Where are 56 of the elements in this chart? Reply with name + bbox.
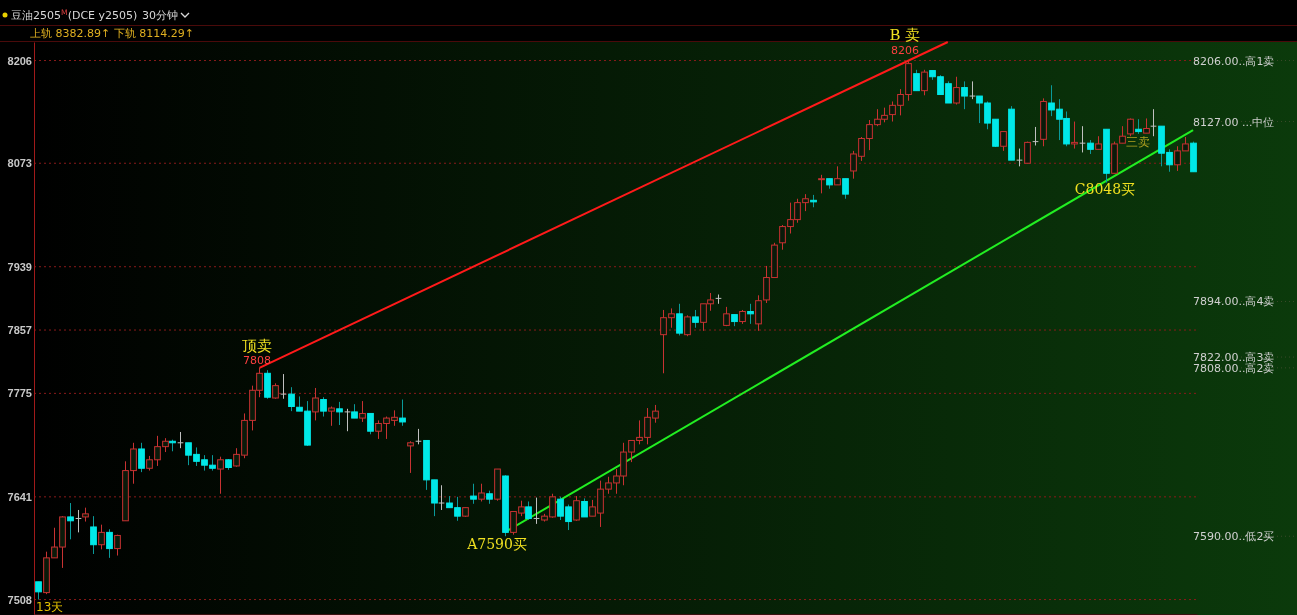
y-tick-label: 8073 <box>7 157 32 170</box>
candlestick <box>217 456 224 495</box>
ref-line-label: 7590.00..低2买 <box>1193 530 1275 544</box>
annotation: A7590买 <box>466 536 527 552</box>
candlestick <box>328 406 335 427</box>
candlestick <box>280 373 287 400</box>
y-tick-label: 7857 <box>7 324 32 337</box>
candlestick <box>581 497 588 518</box>
annotation: 7808 <box>243 354 271 367</box>
annotation: 8206 <box>891 44 919 57</box>
candlestick <box>818 174 825 194</box>
candlestick <box>320 396 327 418</box>
candlestick <box>525 500 532 521</box>
candlestick <box>438 484 445 511</box>
candlestick <box>106 528 113 559</box>
candlestick <box>336 401 343 426</box>
chart-subtitle: 30分钟 <box>142 9 178 22</box>
candlestick <box>961 80 968 110</box>
annotation: 顶卖 <box>242 337 272 355</box>
text: 上轨 8382.89↑ 下轨 8114.29↑ <box>30 27 194 40</box>
candlestick <box>399 399 406 427</box>
candlestick <box>684 314 691 337</box>
candlestick <box>921 69 928 96</box>
ref-line-label: 8127.00 ...中位 <box>1193 115 1275 129</box>
candlestick <box>1071 121 1078 150</box>
y-tick-label: 8206 <box>7 54 32 67</box>
candlestick <box>344 408 351 432</box>
ref-line-label: 7894.00..高4卖 <box>1193 295 1275 309</box>
candlestick <box>842 178 849 200</box>
candlestick <box>138 442 145 473</box>
candlestick <box>470 483 477 505</box>
candlestick <box>1000 131 1007 152</box>
candlestick <box>913 69 920 92</box>
y-tick-label: 7775 <box>7 387 32 400</box>
candlestick <box>359 400 366 423</box>
annotation: 三卖 <box>1126 135 1150 149</box>
y-tick-label: 7939 <box>7 260 32 273</box>
candlestick <box>953 76 960 106</box>
candlestick <box>573 495 580 522</box>
candlestick <box>90 515 97 555</box>
candlestick <box>367 412 374 435</box>
y-tick-label: 7641 <box>7 490 32 503</box>
candlestick <box>747 303 754 325</box>
candlestick <box>264 369 271 400</box>
candlestick <box>67 502 74 540</box>
annotation: 13天 <box>36 600 64 614</box>
candlestick <box>312 387 319 421</box>
ref-line-label: 8206.00..高1卖 <box>1193 54 1275 68</box>
annotation: B 卖 <box>889 26 921 44</box>
chart-title: 豆油2505$^{M}$(DCE y2505) <box>11 7 138 22</box>
y-tick-label: 7508 <box>7 593 32 606</box>
candlestick <box>676 303 683 336</box>
candlestick <box>98 524 105 550</box>
candlestick <box>407 440 414 474</box>
candlestick <box>834 165 841 186</box>
candlestick <box>288 386 295 412</box>
